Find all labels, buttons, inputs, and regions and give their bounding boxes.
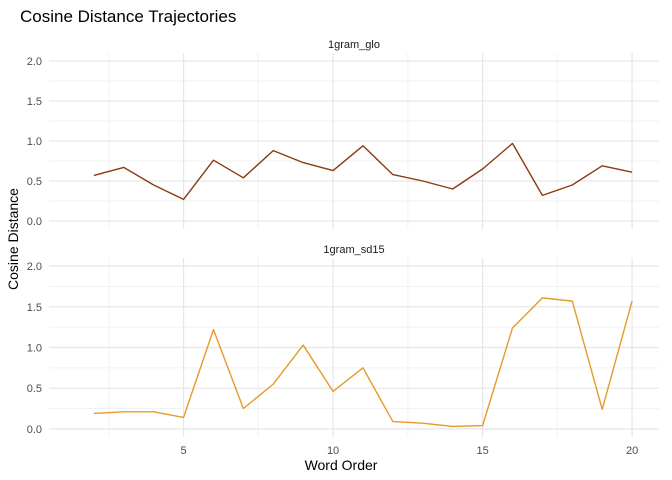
data-point [123, 411, 125, 413]
y-tick-label: 0.0 [27, 216, 42, 228]
data-point [93, 174, 95, 176]
panel-strip-label: 1gram_sd15 [323, 244, 384, 256]
panels: 0.0 0.5 1.0 1.5 2.0 1gram_glo 0.0 0.5 1.0 1.5 2.0 1… [27, 39, 659, 437]
data-point [511, 327, 513, 329]
data-point [182, 198, 184, 200]
y-tick-label: 1.5 [27, 302, 42, 314]
data-point [212, 328, 214, 330]
y-tick-label: 2.0 [27, 56, 42, 68]
data-point [302, 161, 304, 163]
data-point [392, 420, 394, 422]
data-point [541, 297, 543, 299]
data-point [511, 142, 513, 144]
panel-1gram_glo: 0.0 0.5 1.0 1.5 2.0 1gram_glo [27, 39, 659, 229]
x-tick-labels: 5 10 15 20 [180, 445, 638, 457]
data-point [332, 169, 334, 171]
data-point [242, 177, 244, 179]
x-axis-title: Word Order [305, 457, 378, 473]
data-point [422, 422, 424, 424]
x-tick-label: 20 [626, 445, 638, 457]
data-point [272, 383, 274, 385]
data-point [392, 173, 394, 175]
y-tick-label: 0.5 [27, 383, 42, 395]
panel-strip-label: 1gram_glo [328, 39, 380, 51]
data-point [93, 412, 95, 414]
panel-1gram_sd15: 0.0 0.5 1.0 1.5 2.0 1gram_sd15 [27, 244, 659, 437]
data-point [182, 416, 184, 418]
series-line-1gram_glo [93, 142, 633, 201]
data-point [242, 407, 244, 409]
data-point [302, 344, 304, 346]
data-point [601, 165, 603, 167]
data-point [631, 300, 633, 302]
x-tick-label: 5 [180, 445, 186, 457]
data-point [481, 424, 483, 426]
data-point [362, 145, 364, 147]
data-point [451, 425, 453, 427]
y-tick-label: 2.0 [27, 261, 42, 273]
data-point [601, 408, 603, 410]
data-point [332, 390, 334, 392]
chart-title: Cosine Distance Trajectories [20, 7, 236, 26]
data-point [152, 184, 154, 186]
y-tick-label: 1.0 [27, 343, 42, 355]
data-point [571, 184, 573, 186]
x-tick-label: 15 [476, 445, 488, 457]
y-axis-title: Cosine Distance [5, 188, 21, 290]
x-tick-label: 10 [327, 445, 339, 457]
y-tick-label: 1.0 [27, 136, 42, 148]
data-point [362, 367, 364, 369]
series-line-1gram_sd15 [93, 297, 633, 428]
data-point [272, 149, 274, 151]
data-point [631, 171, 633, 173]
data-point [541, 194, 543, 196]
y-tick-label: 1.5 [27, 96, 42, 108]
data-point [481, 168, 483, 170]
data-point [422, 180, 424, 182]
data-point [123, 166, 125, 168]
data-point [571, 300, 573, 302]
y-tick-label: 0.0 [27, 424, 42, 436]
data-point [451, 188, 453, 190]
data-point [212, 159, 214, 161]
data-point [152, 411, 154, 413]
y-tick-label: 0.5 [27, 176, 42, 188]
